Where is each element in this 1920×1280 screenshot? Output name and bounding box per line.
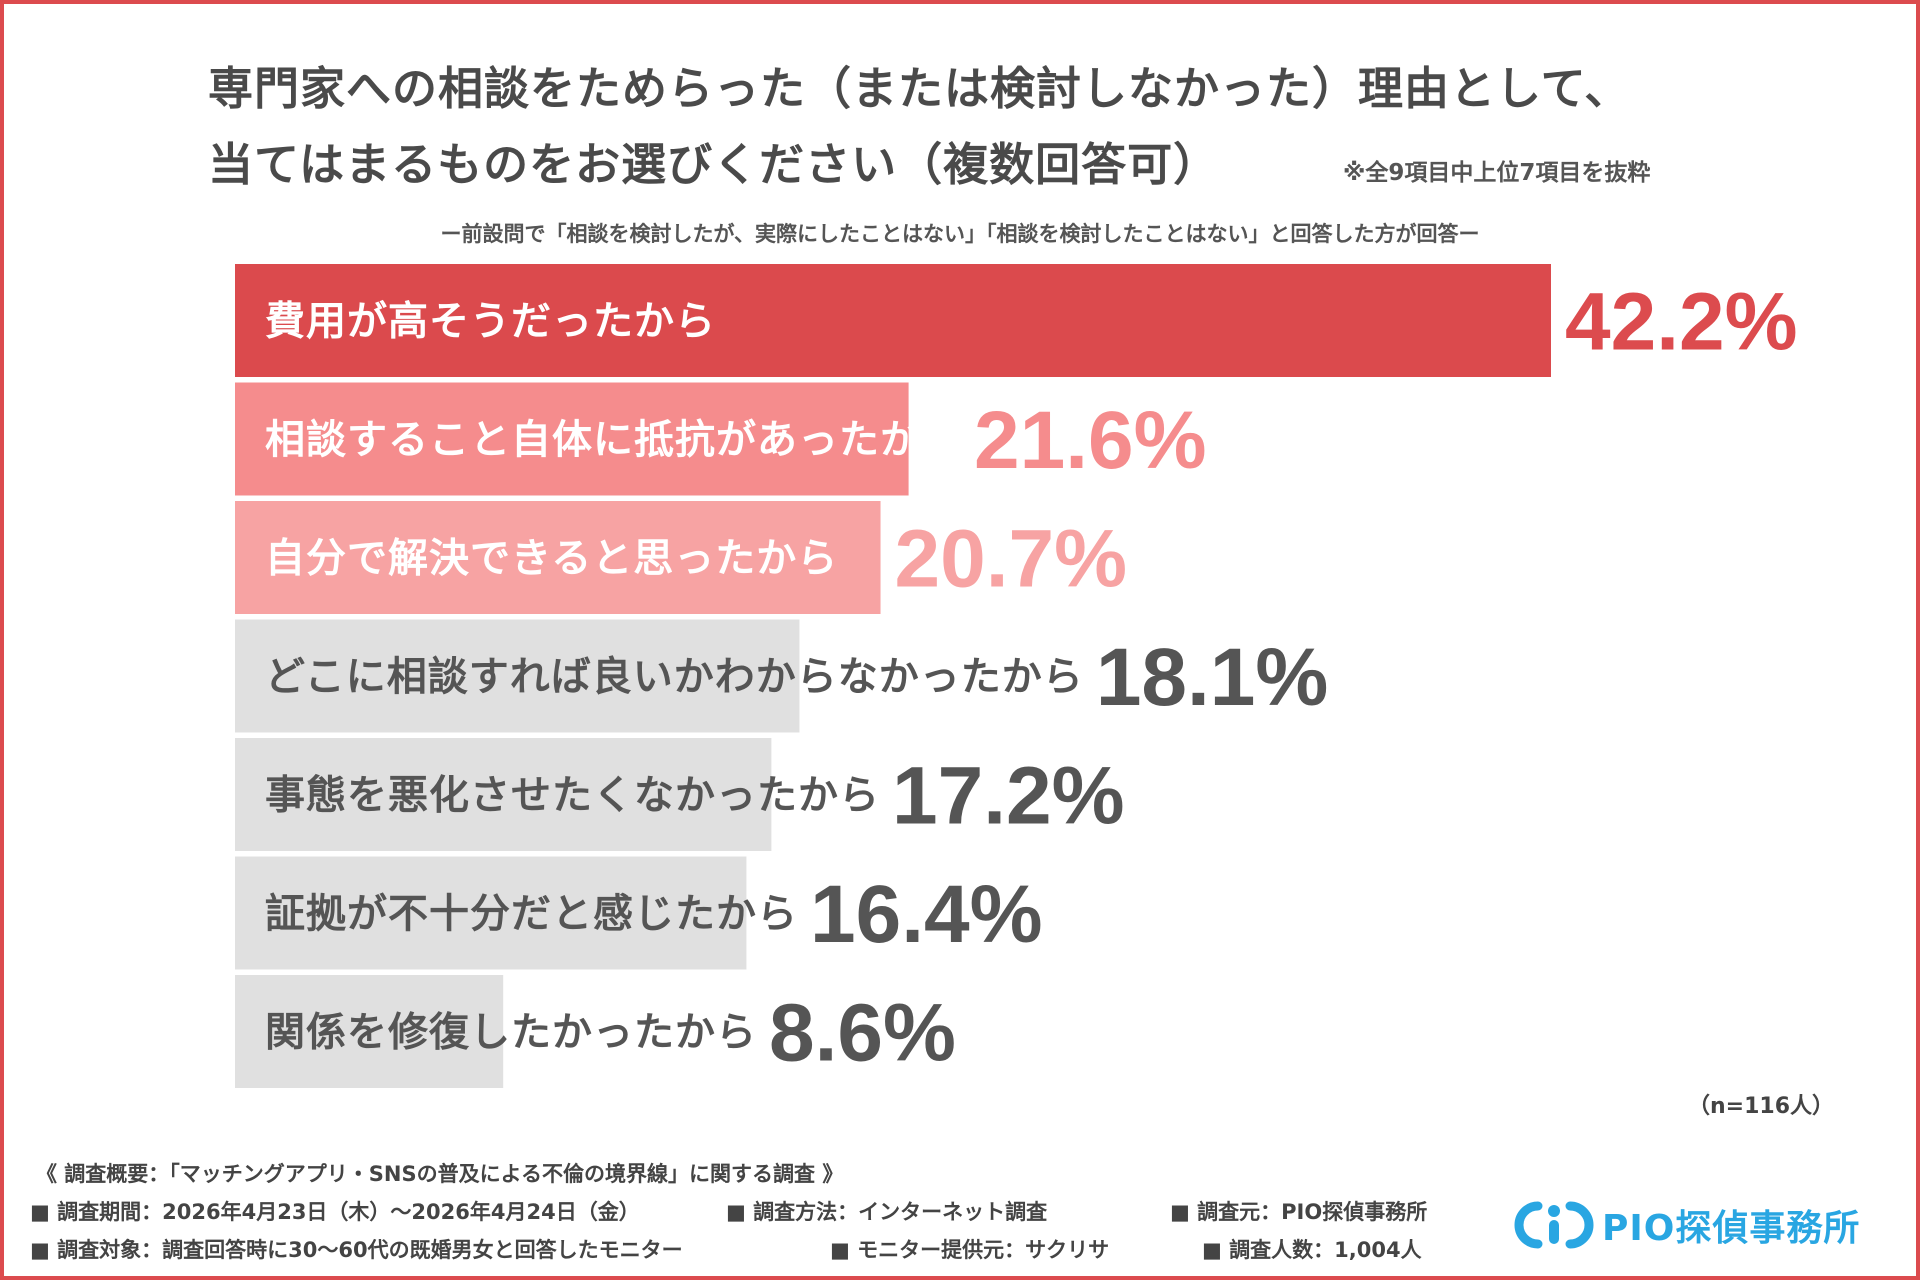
survey-target: ■ 調査対象：調査回答時に30〜60代の既婚男女と回答したモニター	[30, 1238, 683, 1262]
value-label-4: 18.1%	[1096, 632, 1329, 723]
category-label-2: 相談すること自体に抵抗があったから	[265, 417, 962, 463]
category-label-6: 証拠が不十分だと感じたから	[265, 891, 798, 937]
category-label-1: 費用が高そうだったから	[265, 299, 716, 345]
excerpt-note: ※全9項目中上位7項目を抜粋	[1343, 160, 1651, 186]
survey-provider: ■ モニター提供元：サクリサ	[830, 1238, 1110, 1262]
sample-size-note: （n=116人）	[1688, 1094, 1835, 1119]
pio-logo: PIO探偵事務所	[1508, 1198, 1860, 1252]
chart-title-line-2: 当てはまるものをお選びください（複数回答可）	[208, 138, 1220, 191]
survey-period: ■ 調査期間：2026年4月23日（木）〜2026年4月24日（金）	[30, 1200, 640, 1224]
category-label-4: どこに相談すれば良いかわからなかったから	[265, 654, 1084, 700]
category-label-7: 関係を修復したかったから	[265, 1010, 757, 1056]
bar-7	[235, 975, 504, 1088]
survey-source: ■ 調査元：PIO探偵事務所	[1170, 1200, 1428, 1224]
pio-logo-icon	[1514, 1201, 1594, 1249]
value-label-7: 8.6%	[769, 988, 956, 1079]
category-label-5: 事態を悪化させたくなかったから	[265, 773, 880, 819]
bar-2	[235, 382, 909, 496]
value-label-1: 42.2%	[1565, 277, 1798, 368]
value-label-3: 20.7%	[895, 514, 1128, 605]
chart-subtitle: ー前設問で「相談を検討したが、実際にしたことはない」「相談を検討したことはない」…	[440, 222, 1480, 246]
bar-4	[235, 619, 800, 733]
pio-logo-text: PIO探偵事務所	[1602, 1208, 1861, 1249]
value-label-2: 21.6%	[974, 395, 1207, 486]
survey-count: ■ 調査人数：1,004人	[1202, 1238, 1422, 1262]
bar-6	[235, 856, 747, 970]
category-label-3: 自分で解決できると思ったから	[265, 536, 838, 582]
value-label-5: 17.2%	[892, 751, 1125, 842]
survey-method: ■ 調査方法：インターネット調査	[726, 1200, 1048, 1224]
value-label-6: 16.4%	[810, 869, 1043, 960]
survey-overview-title: 《 調査概要：「マッチングアプリ・SNSの普及による不倫の境界線」に関する調査 …	[36, 1162, 844, 1186]
bar-chart: 費用が高そうだったから 42.2% 相談すること自体に抵抗があったから 21.6% 自分…	[235, 264, 1798, 1088]
chart-title-line-1: 専門家への相談をためらった（または検討しなかった）理由として、	[208, 62, 1631, 115]
bar-1	[235, 264, 1551, 377]
bar-5	[235, 738, 772, 851]
bar-3	[235, 501, 881, 614]
